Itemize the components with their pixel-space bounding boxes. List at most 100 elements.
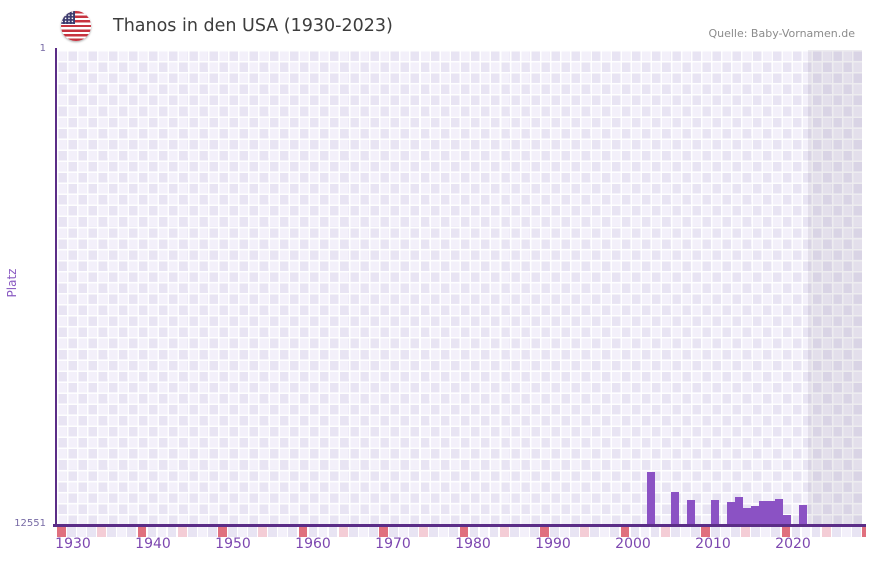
bar-2014[interactable] [743, 508, 751, 525]
strip-cell [278, 527, 288, 537]
strip-cell [177, 527, 187, 537]
bar-2012[interactable] [727, 501, 735, 525]
bar-2013[interactable] [735, 497, 743, 525]
strip-cell [107, 527, 117, 537]
strip-cell [67, 527, 76, 537]
bar-2017[interactable] [767, 501, 775, 525]
strip-cell [781, 527, 791, 537]
strip-cell [851, 527, 861, 537]
strip-cell [660, 527, 670, 537]
strip-cell [157, 527, 167, 537]
strip-cell [298, 527, 308, 537]
strip-cell [640, 527, 650, 537]
strip-cell [328, 527, 338, 537]
strip-cell [187, 527, 197, 537]
strip-cell [358, 527, 368, 537]
strip-cell [590, 527, 600, 537]
strip-cell [690, 527, 700, 537]
strip-cell [117, 527, 127, 537]
strip-cell [560, 527, 569, 537]
strip-cell [580, 527, 590, 537]
bar-2010[interactable] [711, 499, 719, 525]
strip-cell [862, 527, 866, 537]
strip-cell [751, 527, 761, 537]
strip-cell [167, 527, 177, 537]
strip-cell [841, 527, 851, 537]
strip-cell [77, 527, 86, 537]
y-tick-top: 1 [39, 43, 46, 54]
strip-cell [489, 527, 499, 537]
x-axis-line [53, 524, 866, 527]
strip-cell [650, 527, 660, 537]
x-tick-label-1980: 1980 [455, 536, 491, 552]
chart-title: Thanos in den USA (1930-2023) [113, 16, 393, 36]
strip-cell [821, 527, 831, 537]
strip-cell [238, 527, 247, 537]
strip-cell [811, 527, 821, 537]
strip-cell [831, 527, 841, 537]
strip-cell [721, 527, 730, 537]
strip-cell [419, 527, 429, 537]
strip-cell [791, 527, 801, 537]
strip-cell [529, 527, 539, 537]
strip-cell [258, 527, 268, 537]
strip-cell [499, 527, 509, 537]
strip-cell [509, 527, 519, 537]
y-axis-title: Platz [5, 268, 19, 298]
x-tick-label-1940: 1940 [135, 536, 171, 552]
bar-2016[interactable] [759, 501, 767, 525]
strip-cell [147, 527, 157, 537]
x-tick-label-2000: 2000 [615, 536, 651, 552]
strip-cell [670, 527, 680, 537]
strip-cell [620, 527, 630, 537]
strip-cell [137, 527, 147, 537]
x-tick-label-1930: 1930 [55, 536, 91, 552]
strip-cell [127, 527, 137, 537]
x-tick-label-2010: 2010 [695, 536, 731, 552]
y-tick-bottom: 12551 [14, 518, 46, 529]
plot-area [57, 50, 862, 525]
strip-cell [479, 527, 489, 537]
bar-2018[interactable] [775, 498, 783, 525]
strip-cell [731, 527, 740, 537]
bar-2021[interactable] [799, 504, 807, 525]
strip-cell [248, 527, 257, 537]
x-tick-label-1990: 1990 [535, 536, 571, 552]
strip-cell [318, 527, 328, 537]
strip-cell [218, 527, 227, 537]
strip-cell [288, 527, 298, 537]
y-axis-line [55, 48, 57, 526]
strip-cell [379, 527, 388, 537]
strip-cell [368, 527, 378, 537]
strip-cell [409, 527, 418, 537]
strip-cell [680, 527, 690, 537]
strip-cell [268, 527, 278, 537]
source-credit: Quelle: Baby-Vornamen.de [708, 27, 855, 40]
no-data-region [808, 50, 862, 525]
strip-cell [338, 527, 348, 537]
bar-2007[interactable] [687, 499, 695, 525]
x-tick-label-2020: 2020 [775, 536, 811, 552]
strip-cell [308, 527, 318, 537]
bar-2005[interactable] [671, 491, 679, 525]
flag-canton [61, 11, 75, 24]
strip-cell [87, 527, 96, 537]
strip-cell [540, 527, 549, 537]
bar-2002[interactable] [647, 472, 655, 525]
bar-2015[interactable] [751, 506, 759, 525]
strip-cell [389, 527, 398, 537]
strip-cell [610, 527, 620, 537]
strip-cell [459, 527, 469, 537]
strip-cell [97, 527, 107, 537]
strip-cell [469, 527, 479, 537]
strip-cell [197, 527, 207, 537]
strip-cell [439, 527, 449, 537]
strip-cell [399, 527, 408, 537]
strip-cell [228, 527, 237, 537]
strip-cell [761, 527, 771, 537]
bar-2019[interactable] [783, 515, 791, 525]
strip-cell [711, 527, 720, 537]
x-tick-label-1960: 1960 [295, 536, 331, 552]
strip-cell [801, 527, 811, 537]
